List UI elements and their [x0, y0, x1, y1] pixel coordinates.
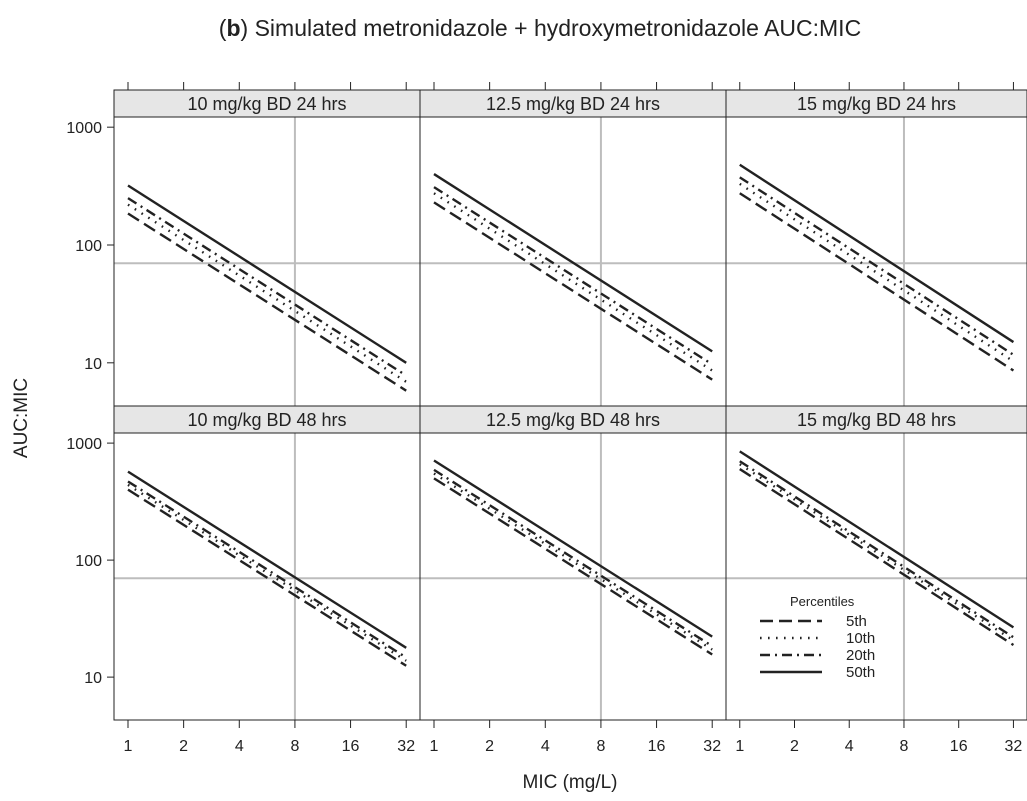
- series-line: [739, 450, 1015, 629]
- series-line: [433, 192, 713, 372]
- panel-border: [113, 116, 421, 407]
- series-line: [433, 173, 713, 353]
- series-line: [127, 197, 407, 377]
- x-tick-label: 32: [703, 738, 721, 755]
- panel-title: 10 mg/kg BD 24 hrs: [187, 94, 346, 114]
- y-tick-label: 10: [84, 670, 102, 687]
- series-line: [433, 472, 713, 651]
- panel-border: [725, 432, 1027, 721]
- series-line: [739, 460, 1015, 639]
- x-tick-label: 8: [900, 738, 909, 755]
- series-line: [433, 477, 713, 656]
- panel: 10 mg/kg BD 24 hrs 10 100 1000: [66, 82, 421, 407]
- panel-title: 15 mg/kg BD 48 hrs: [797, 410, 956, 430]
- x-tick-label: 32: [397, 738, 415, 755]
- legend-label: 5th: [846, 613, 867, 630]
- series-line: [739, 468, 1015, 647]
- x-tick-label: 8: [290, 738, 299, 755]
- series-line: [739, 192, 1015, 372]
- y-tick-label: 100: [75, 238, 102, 255]
- panel: 15 mg/kg BD 24 hrs: [725, 82, 1027, 407]
- x-tick-label: 2: [790, 738, 799, 755]
- x-tick-label: 4: [541, 738, 550, 755]
- x-tick-label: 32: [1005, 738, 1023, 755]
- panel: 15 mg/kg BD 48 hrs 1 2 4 8 16 32: [725, 405, 1027, 755]
- x-tick-label: 16: [950, 738, 968, 755]
- chart-title-prefix: (: [219, 15, 227, 41]
- x-axis-label: MIC (mg/L): [523, 772, 618, 793]
- series-line: [127, 203, 407, 383]
- panel: 12.5 mg/kg BD 24 hrs: [419, 82, 727, 407]
- series-line: [739, 182, 1015, 363]
- y-tick-label: 1000: [66, 120, 102, 137]
- series-line: [433, 186, 713, 366]
- x-tick-label: 4: [845, 738, 854, 755]
- chart-title-text: Simulated metronidazole + hydroxymetroni…: [248, 15, 861, 41]
- y-tick-label: 1000: [66, 436, 102, 453]
- y-axis-label: AUC:MIC: [11, 378, 32, 458]
- panel: 10 mg/kg BD 48 hrs 10 100 1000 1 2 4 8 16 32: [66, 405, 421, 755]
- chart-title-suffix: ): [241, 15, 249, 41]
- panel-strip: [725, 405, 1027, 434]
- x-tick-label: 16: [648, 738, 666, 755]
- series-line: [127, 480, 407, 659]
- panel: 12.5 mg/kg BD 48 hrs 1 2 4 8 16 32: [419, 405, 727, 755]
- legend-label: 50th: [846, 664, 875, 681]
- panel-border: [725, 116, 1027, 407]
- series-line: [739, 463, 1015, 642]
- panel-title: 12.5 mg/kg BD 48 hrs: [486, 410, 660, 430]
- x-tick-label: 8: [596, 738, 605, 755]
- series-line: [127, 470, 407, 649]
- panel-border: [419, 432, 727, 721]
- x-tick-label: 16: [342, 738, 360, 755]
- panel-grid: 10 mg/kg BD 24 hrs 10 100 1000 12.5 mg/kg BD…: [66, 82, 1027, 755]
- legend-label: 20th: [846, 647, 875, 664]
- series-line: [127, 212, 407, 392]
- series-line: [127, 488, 407, 667]
- series-line: [127, 184, 407, 364]
- x-tick-label: 2: [179, 738, 188, 755]
- panel-title: 10 mg/kg BD 48 hrs: [187, 410, 346, 430]
- series-line: [127, 483, 407, 662]
- x-tick-label: 4: [235, 738, 244, 755]
- legend-title: Percentiles: [790, 594, 855, 609]
- x-tick-label: 1: [735, 738, 744, 755]
- panel-strip: [725, 89, 1027, 118]
- x-tick-label: 1: [124, 738, 133, 755]
- y-tick-label: 10: [84, 356, 102, 373]
- panel-title: 15 mg/kg BD 24 hrs: [797, 94, 956, 114]
- series-line: [739, 176, 1015, 356]
- panel-title: 12.5 mg/kg BD 24 hrs: [486, 94, 660, 114]
- legend-label: 10th: [846, 630, 875, 647]
- panel-strip: [419, 89, 727, 118]
- series-line: [433, 201, 713, 381]
- series-line: [433, 468, 713, 648]
- series-line: [433, 459, 713, 638]
- chart-title-bold-letter: b: [226, 15, 240, 41]
- chart-title: (b) Simulated metronidazole + hydroxymet…: [219, 15, 861, 41]
- x-tick-label: 2: [485, 738, 494, 755]
- y-tick-label: 100: [75, 553, 102, 570]
- x-tick-label: 1: [430, 738, 439, 755]
- series-line: [739, 163, 1015, 344]
